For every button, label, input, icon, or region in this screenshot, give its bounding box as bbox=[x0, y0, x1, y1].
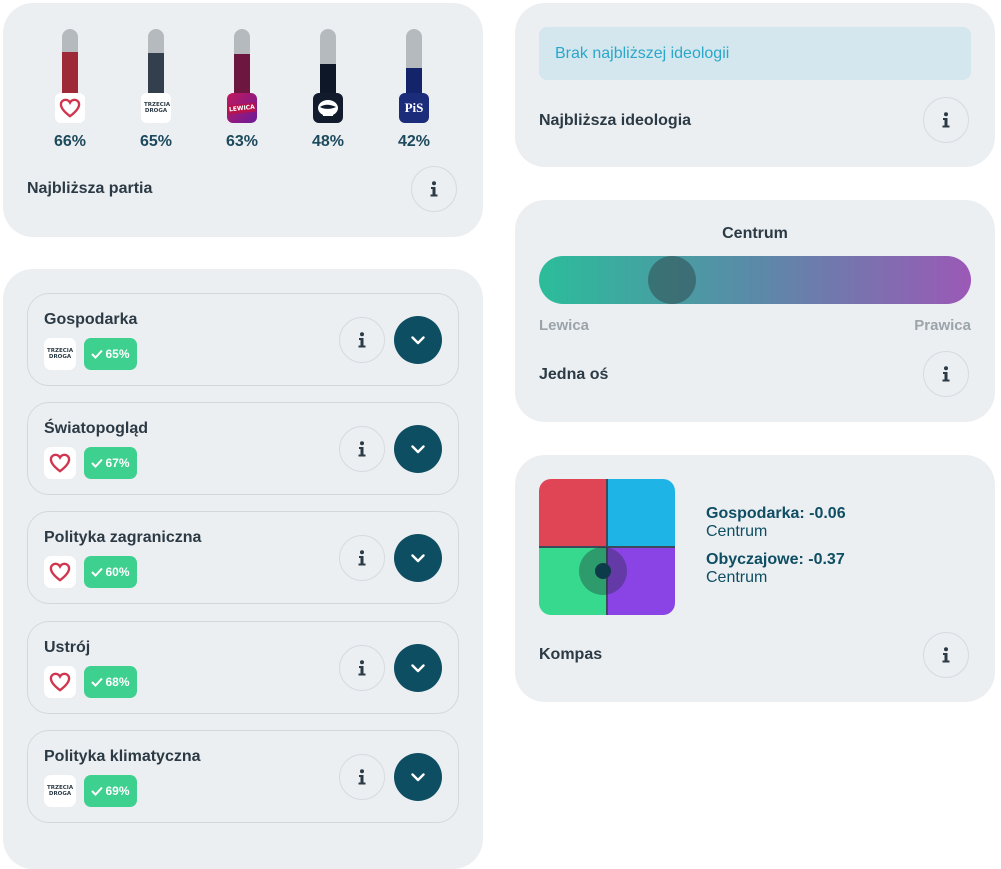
category-row-swiatopoglad: Światopogląd 67% bbox=[27, 402, 459, 495]
single-axis-title: Jedna oś bbox=[539, 366, 609, 383]
category-info-button[interactable] bbox=[339, 535, 385, 581]
party-column-koalicja: 66% bbox=[45, 29, 95, 151]
info-icon bbox=[358, 769, 366, 785]
ideology-card: Brak najbliższej ideologii Najbliższa id… bbox=[515, 3, 995, 167]
match-badge: 68% bbox=[84, 666, 137, 698]
party-column-konfederacja: 48% bbox=[303, 29, 353, 151]
category-name: Polityka zagraniczna bbox=[44, 529, 202, 546]
pis-logo: PiS bbox=[399, 93, 429, 123]
category-name: Polityka klimatyczna bbox=[44, 748, 201, 765]
axis-right-label: Prawica bbox=[914, 317, 971, 334]
check-icon bbox=[91, 458, 104, 468]
info-icon bbox=[430, 181, 438, 197]
compass-econ-label: Gospodarka: -0.06 bbox=[706, 505, 846, 522]
info-icon bbox=[358, 332, 366, 348]
category-row-polityka-zagraniczna: Polityka zagraniczna 60% bbox=[27, 511, 459, 604]
check-icon bbox=[91, 567, 104, 577]
info-icon bbox=[942, 647, 950, 663]
party-thermometer bbox=[406, 29, 422, 97]
check-icon bbox=[91, 786, 104, 796]
info-icon bbox=[358, 660, 366, 676]
category-name: Światopogląd bbox=[44, 420, 148, 437]
check-icon bbox=[91, 677, 104, 687]
chevron-down-icon bbox=[411, 335, 425, 344]
axis-position-marker bbox=[648, 256, 696, 304]
party-thermometer bbox=[148, 29, 164, 97]
heart-icon bbox=[44, 447, 76, 479]
party-thermometer bbox=[320, 29, 336, 97]
category-row-polityka-klimatyczna: Polityka klimatyczna TRZECIA DROGA 69% bbox=[27, 730, 459, 823]
party-column-pis: PiS 42% bbox=[389, 29, 439, 151]
trzecia-droga-logo: TRZECIA DROGA bbox=[44, 338, 76, 370]
info-icon bbox=[358, 441, 366, 457]
compass-quadrant-bottom-right bbox=[608, 548, 675, 615]
compass-position-marker bbox=[595, 563, 611, 579]
party-percent: 65% bbox=[139, 133, 173, 150]
heart-icon bbox=[55, 93, 85, 123]
axis-left-label: Lewica bbox=[539, 317, 590, 334]
party-percent: 66% bbox=[53, 133, 87, 150]
match-badge: 60% bbox=[84, 556, 137, 588]
category-info-button[interactable] bbox=[339, 754, 385, 800]
trzecia-droga-logo: TRZECIA DROGA bbox=[44, 775, 76, 807]
check-icon bbox=[91, 349, 104, 359]
compass-card: Gospodarka: -0.06 Centrum Obyczajowe: -0… bbox=[515, 455, 995, 702]
political-compass bbox=[539, 479, 675, 615]
axis-position-label: Centrum bbox=[722, 225, 788, 242]
category-name: Ustrój bbox=[44, 639, 91, 656]
ideology-title: Najbliższa ideologia bbox=[539, 112, 692, 129]
match-badge: 67% bbox=[84, 447, 137, 479]
category-expand-button[interactable] bbox=[394, 753, 442, 801]
category-expand-button[interactable] bbox=[394, 644, 442, 692]
party-column-trzecia-droga: TRZECIA DROGA 65% bbox=[131, 29, 181, 151]
closest-party-card: 66% TRZECIA DROGA 65% LEWICA 63% 48% PiS… bbox=[3, 3, 483, 237]
match-badge: 69% bbox=[84, 775, 137, 807]
party-percent: 48% bbox=[311, 133, 345, 150]
single-axis-info-button[interactable] bbox=[923, 351, 969, 397]
compass-quadrant-top-left bbox=[539, 479, 606, 546]
compass-social-sub: Centrum bbox=[706, 569, 768, 586]
compass-title: Kompas bbox=[539, 646, 603, 663]
category-row-gospodarka: Gospodarka TRZECIA DROGA 65% bbox=[27, 293, 459, 386]
party-percent: 42% bbox=[397, 133, 431, 150]
compass-quadrant-top-right bbox=[608, 479, 675, 546]
category-info-button[interactable] bbox=[339, 645, 385, 691]
alert-text: Brak najbliższej ideologii bbox=[555, 44, 730, 62]
compass-info-button[interactable] bbox=[923, 632, 969, 678]
category-expand-button[interactable] bbox=[394, 425, 442, 473]
trzecia-droga-logo: TRZECIA DROGA bbox=[141, 93, 171, 123]
single-axis-card: Centrum Lewica Prawica Jedna oś bbox=[515, 200, 995, 422]
closest-party-info-button[interactable] bbox=[411, 166, 457, 212]
info-icon bbox=[942, 366, 950, 382]
ideology-info-button[interactable] bbox=[923, 97, 969, 143]
category-expand-button[interactable] bbox=[394, 316, 442, 364]
party-thermometer bbox=[62, 29, 78, 97]
party-thermometer bbox=[234, 29, 250, 97]
info-icon bbox=[358, 550, 366, 566]
category-name: Gospodarka bbox=[44, 311, 138, 328]
chevron-down-icon bbox=[411, 444, 425, 453]
compass-axis-horizontal bbox=[539, 546, 675, 548]
party-column-lewica: LEWICA 63% bbox=[217, 29, 267, 151]
chevron-down-icon bbox=[411, 663, 425, 672]
compass-social-label: Obyczajowe: -0.37 bbox=[706, 551, 845, 568]
category-info-button[interactable] bbox=[339, 426, 385, 472]
category-info-button[interactable] bbox=[339, 317, 385, 363]
axis-gradient-bar bbox=[539, 256, 971, 304]
heart-icon bbox=[44, 666, 76, 698]
category-expand-button[interactable] bbox=[394, 534, 442, 582]
info-icon bbox=[942, 112, 950, 128]
lewica-logo: LEWICA bbox=[227, 93, 257, 123]
chevron-down-icon bbox=[411, 553, 425, 562]
category-row-ustroj: Ustrój 68% bbox=[27, 621, 459, 714]
compass-quadrant-bottom-left bbox=[539, 548, 606, 615]
match-badge: 65% bbox=[84, 338, 137, 370]
heart-icon bbox=[44, 556, 76, 588]
chevron-down-icon bbox=[411, 772, 425, 781]
party-percent: 63% bbox=[225, 133, 259, 150]
compass-econ-sub: Centrum bbox=[706, 523, 768, 540]
no-ideology-alert: Brak najbliższej ideologii bbox=[539, 27, 971, 80]
konfederacja-logo bbox=[313, 93, 343, 123]
closest-party-title: Najbliższa partia bbox=[27, 180, 153, 197]
